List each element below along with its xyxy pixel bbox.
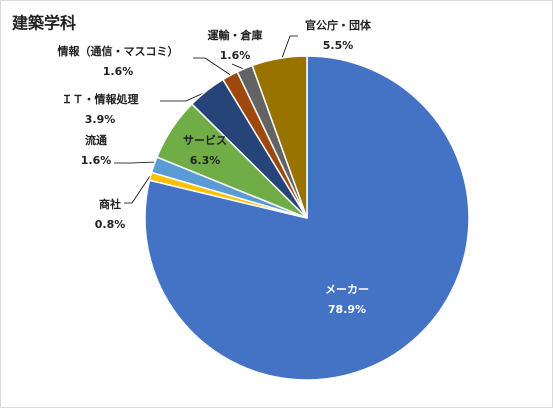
slice-label: 情報（通信・マスコミ） <box>58 44 179 58</box>
slice-label: 流通 <box>85 133 107 147</box>
slice-label: ＩＴ・情報処理 <box>62 92 139 106</box>
value-label: 1.6% <box>103 65 134 78</box>
slice-label: サービス <box>183 133 227 147</box>
leader-line <box>193 57 233 77</box>
leader-line <box>114 161 156 164</box>
value-label: 3.9% <box>85 113 116 126</box>
value-label: 78.9% <box>328 303 366 316</box>
value-label: 1.6% <box>220 49 251 62</box>
value-label: 5.5% <box>323 39 354 52</box>
value-label: 6.3% <box>190 154 221 167</box>
leader-line <box>281 35 298 59</box>
chart-title: 建築学科 <box>12 14 76 33</box>
value-label: 1.6% <box>81 154 112 167</box>
pie-slice <box>251 55 308 219</box>
value-label: 0.8% <box>95 218 126 231</box>
leader-line <box>160 91 207 102</box>
slice-label: メーカー <box>325 283 369 296</box>
slice-label: 運輸・倉庫 <box>208 28 263 42</box>
leader-line <box>124 175 151 204</box>
slice-label: 官公庁・団体 <box>305 18 372 32</box>
slice-label: 商社 <box>99 197 121 211</box>
